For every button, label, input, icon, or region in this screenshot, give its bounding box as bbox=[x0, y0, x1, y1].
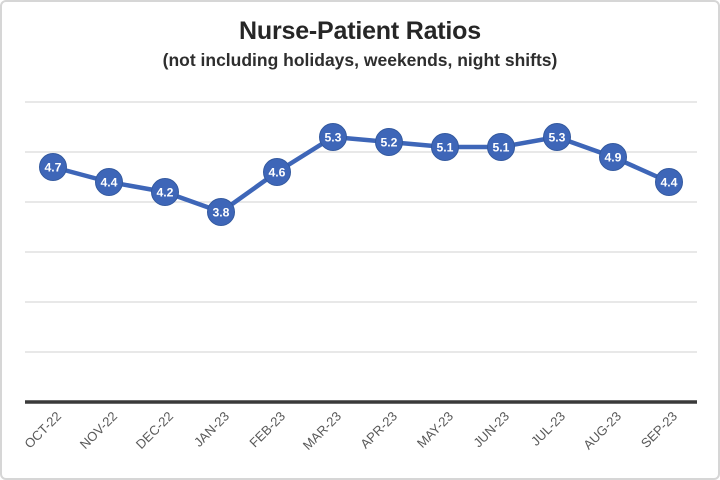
data-point-label: 4.7 bbox=[45, 160, 62, 174]
x-axis-tick-label: MAY-23 bbox=[414, 409, 456, 451]
chart-header: Nurse-Patient Ratios (not including holi… bbox=[0, 16, 720, 74]
data-point-marker bbox=[263, 158, 291, 186]
data-point-label: 4.4 bbox=[661, 175, 678, 189]
x-axis-tick-label: JAN-23 bbox=[191, 409, 232, 450]
data-point-marker bbox=[487, 133, 515, 161]
data-point-label: 3.8 bbox=[213, 205, 230, 219]
x-axis-tick-label: AUG-23 bbox=[580, 409, 624, 453]
data-point-marker bbox=[375, 128, 403, 156]
data-point-marker bbox=[543, 123, 571, 151]
x-axis-tick-label: MAR-23 bbox=[300, 409, 344, 453]
x-axis-tick-label: DEC-22 bbox=[133, 409, 176, 452]
data-point-label: 5.2 bbox=[381, 135, 398, 149]
data-point-marker bbox=[151, 178, 179, 206]
data-line bbox=[50, 134, 672, 215]
chart-subtitle: (not including holidays, weekends, night… bbox=[162, 50, 558, 71]
x-axis-tick-label: OCT-22 bbox=[21, 409, 64, 452]
chart-title: Nurse-Patient Ratios bbox=[239, 17, 481, 45]
x-axis-tick-label: FEB-23 bbox=[246, 409, 288, 451]
data-point-label: 4.9 bbox=[605, 150, 622, 164]
data-point-label: 5.3 bbox=[549, 130, 566, 144]
data-point-marker bbox=[95, 168, 123, 196]
data-point-marker bbox=[207, 198, 235, 226]
data-point-marker bbox=[431, 133, 459, 161]
x-axis-tick-label: NOV-22 bbox=[77, 409, 120, 452]
x-axis-tick-label: JUL-23 bbox=[528, 409, 568, 449]
data-point-marker bbox=[599, 143, 627, 171]
data-point-label: 4.2 bbox=[157, 185, 174, 199]
data-point-marker bbox=[39, 153, 67, 181]
data-point-marker bbox=[319, 123, 347, 151]
x-axis-tick-label: JUN-23 bbox=[470, 409, 512, 451]
data-point-label: 5.1 bbox=[437, 140, 454, 154]
data-point-label: 5.1 bbox=[493, 140, 510, 154]
data-point-label: 4.4 bbox=[101, 175, 118, 189]
x-axis-tick-label: SEP-23 bbox=[638, 409, 680, 451]
x-axis-tick-label: APR-23 bbox=[357, 409, 400, 452]
data-point-label: 4.6 bbox=[269, 165, 286, 179]
data-point-label: 5.3 bbox=[325, 130, 342, 144]
data-point-marker bbox=[655, 168, 683, 196]
